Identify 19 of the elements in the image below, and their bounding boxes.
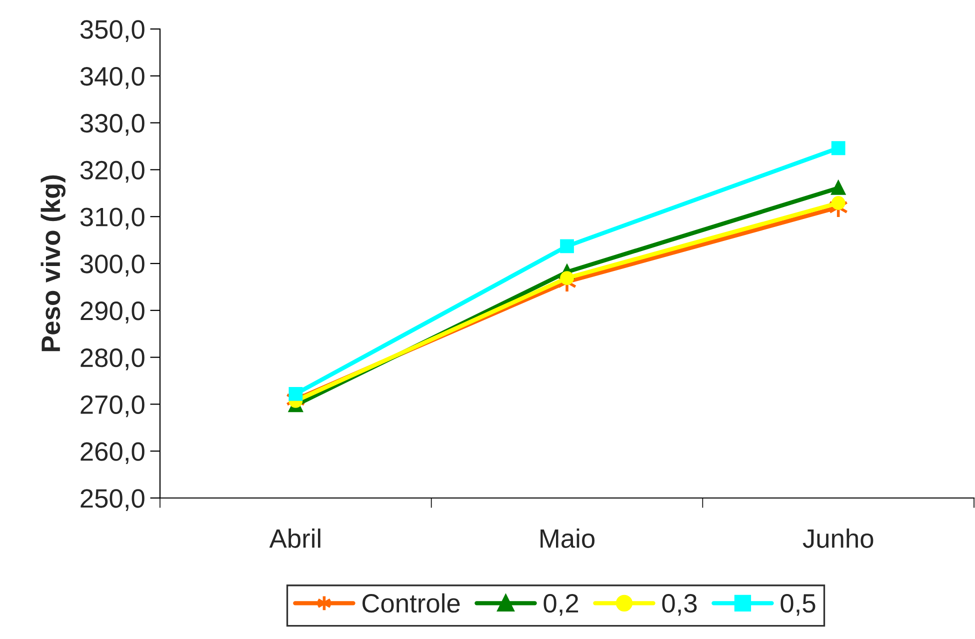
y-tick-label: 290,0 bbox=[80, 302, 144, 324]
legend-label: 0,2 bbox=[544, 594, 578, 616]
y-tick-label: 270,0 bbox=[80, 395, 144, 418]
y-tick-label: 250,0 bbox=[80, 489, 144, 511]
y-tick-label: 350,0 bbox=[80, 20, 144, 42]
x-tick-label: Maio bbox=[540, 528, 594, 548]
y-tick-label: 320,0 bbox=[80, 160, 144, 183]
x-tick-label: Junho bbox=[802, 528, 874, 548]
y-axis-title: Peso vivo (kg) bbox=[40, 175, 66, 352]
y-tick-label: 340,0 bbox=[80, 67, 144, 89]
y-tick-label: 300,0 bbox=[80, 254, 144, 276]
y-tick-label: 280,0 bbox=[80, 348, 144, 370]
legend-label: 0,5 bbox=[780, 594, 816, 616]
x-tick-label: Abril bbox=[269, 528, 320, 548]
y-tick-label: 310,0 bbox=[80, 208, 144, 230]
legend-label: 0,3 bbox=[662, 594, 697, 616]
legend-label: Controle bbox=[362, 593, 460, 613]
y-tick-label: 260,0 bbox=[80, 442, 144, 464]
y-tick-label: 330,0 bbox=[80, 114, 144, 136]
